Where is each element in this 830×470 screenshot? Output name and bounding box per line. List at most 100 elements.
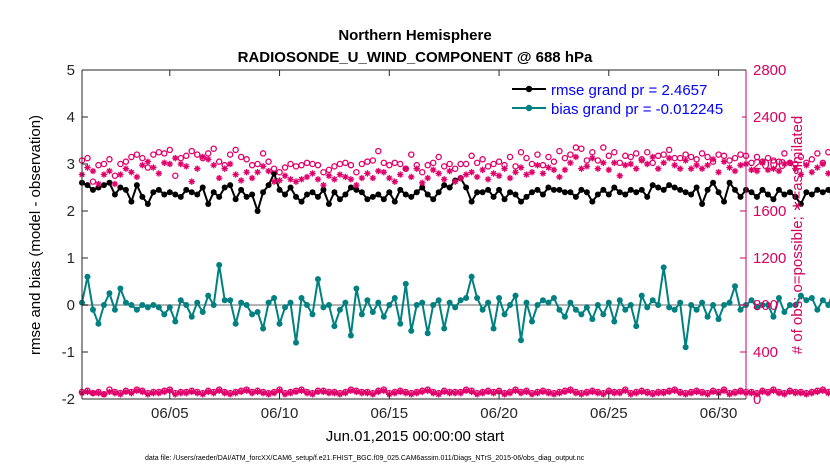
obs-assimilated-marker — [490, 389, 497, 397]
obs-assimilated-marker — [172, 391, 179, 398]
data-point — [786, 189, 793, 196]
data-point — [638, 186, 645, 193]
obs-assimilated-marker — [375, 167, 382, 175]
data-point — [452, 304, 459, 311]
obs-possible-marker — [611, 148, 618, 156]
data-point — [567, 189, 574, 196]
obs-possible-marker — [495, 158, 503, 165]
obs-assimilated-marker — [89, 389, 97, 397]
obs-assimilated-marker — [287, 389, 294, 397]
obs-assimilated-marker — [265, 167, 272, 175]
data-point — [496, 294, 503, 301]
data-point — [677, 299, 684, 306]
data-point — [150, 302, 157, 308]
obs-assimilated-marker — [462, 171, 470, 178]
obs-possible-marker — [676, 154, 684, 162]
obs-possible-marker — [122, 158, 130, 165]
data-point — [594, 302, 601, 308]
obs-possible-marker — [764, 154, 772, 162]
obs-assimilated-marker — [726, 164, 733, 171]
data-point — [347, 184, 354, 191]
obs-assimilated-marker — [814, 388, 821, 396]
obs-possible-marker — [512, 163, 519, 170]
data-point — [825, 302, 830, 308]
data-point — [122, 299, 129, 306]
obs-assimilated-marker — [709, 388, 717, 396]
obs-assimilated-marker — [737, 161, 744, 169]
obs-assimilated-marker — [342, 173, 349, 181]
data-point — [358, 311, 365, 318]
obs-assimilated-marker — [616, 389, 623, 397]
obs-assimilated-marker — [737, 388, 744, 396]
obs-assimilated-marker — [84, 164, 91, 171]
obs-assimilated-marker — [605, 166, 613, 174]
obs-assimilated-marker — [166, 160, 174, 168]
obs-possible-marker — [397, 160, 404, 168]
data-point — [732, 283, 739, 290]
obs-assimilated-marker — [665, 154, 673, 162]
data-point — [199, 184, 206, 191]
data-point — [265, 182, 272, 189]
obs-assimilated-marker — [517, 164, 525, 171]
obs-possible-marker — [276, 168, 283, 176]
obs-possible-marker — [358, 160, 366, 168]
data-point — [463, 184, 470, 191]
data-point — [342, 299, 349, 306]
data-point — [353, 285, 360, 292]
obs-possible-marker — [347, 161, 355, 169]
data-point — [512, 292, 519, 299]
obs-assimilated-marker — [144, 391, 152, 398]
obs-possible-marker — [528, 160, 536, 168]
data-point — [194, 299, 201, 306]
data-point — [364, 196, 371, 203]
obs-possible-marker — [589, 148, 596, 156]
data-point — [638, 292, 645, 299]
data-point — [622, 191, 629, 198]
data-point — [133, 306, 140, 313]
obs-assimilated-marker — [320, 181, 327, 189]
obs-possible-marker — [479, 156, 486, 163]
obs-assimilated-marker — [819, 160, 827, 168]
data-point — [693, 184, 700, 191]
data-point — [221, 184, 228, 191]
data-point — [419, 184, 426, 191]
data-point — [539, 297, 546, 304]
data-point — [759, 302, 766, 308]
data-point — [528, 189, 535, 196]
data-point — [117, 285, 124, 292]
obs-assimilated-marker — [166, 387, 174, 394]
obs-assimilated-marker — [545, 164, 552, 171]
obs-possible-marker — [320, 168, 327, 176]
obs-possible-marker — [550, 158, 558, 165]
obs-assimilated-marker — [495, 388, 503, 396]
obs-assimilated-marker — [764, 166, 772, 174]
data-point — [666, 304, 673, 311]
data-point — [710, 179, 717, 186]
data-point — [298, 198, 305, 205]
obs-assimilated-marker — [386, 174, 393, 182]
obs-assimilated-marker — [424, 387, 431, 394]
obs-assimilated-marker — [753, 167, 761, 175]
obs-possible-marker — [111, 172, 119, 179]
data-point — [507, 302, 514, 308]
obs-assimilated-marker — [775, 389, 783, 397]
obs-assimilated-marker — [627, 160, 634, 168]
obs-assimilated-marker — [539, 388, 547, 396]
data-point — [605, 191, 612, 198]
obs-assimilated-marker — [638, 157, 645, 164]
obs-assimilated-marker — [408, 391, 415, 398]
obs-assimilated-marker — [413, 389, 420, 397]
obs-possible-marker — [517, 148, 525, 156]
obs-assimilated-marker — [792, 165, 799, 172]
data-point — [435, 297, 442, 304]
obs-assimilated-marker — [270, 178, 278, 185]
data-point — [627, 186, 634, 193]
obs-possible-marker — [578, 145, 585, 152]
data-point — [227, 182, 234, 189]
data-point — [501, 311, 508, 318]
obs-assimilated-marker — [501, 165, 508, 172]
obs-assimilated-marker — [391, 178, 398, 185]
data-point — [616, 297, 623, 304]
obs-assimilated-marker — [243, 169, 250, 176]
obs-assimilated-marker — [528, 391, 536, 398]
